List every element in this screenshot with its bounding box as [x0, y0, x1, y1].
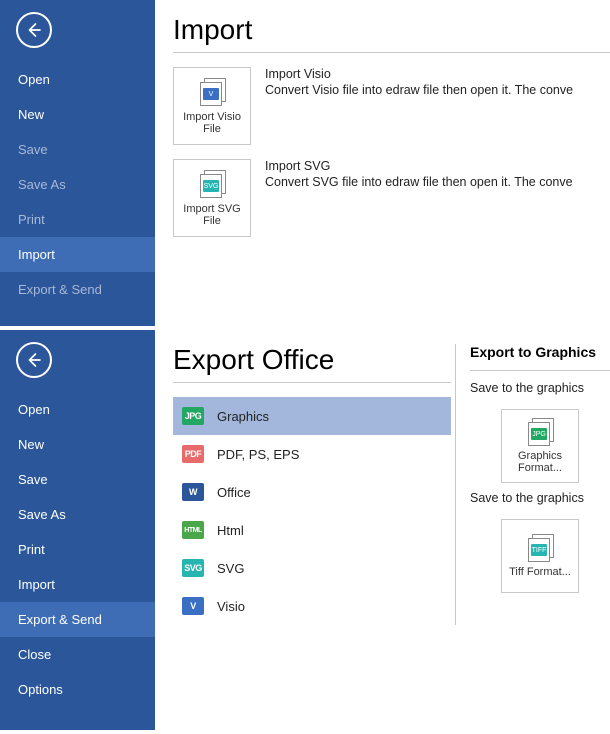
import-svg-desc: Import SVG Convert SVG file into edraw f…	[265, 159, 573, 189]
sidebar-export: Open New Save Save As Print Import Expor…	[0, 330, 155, 730]
pdf-icon: PDF	[181, 443, 205, 465]
svg-icon: SVG	[181, 557, 205, 579]
menu-import[interactable]: Import	[0, 237, 155, 272]
export-item-label: PDF, PS, EPS	[217, 447, 299, 462]
tiff-file-icon: TIFF	[526, 534, 554, 562]
back-arrow-icon	[25, 21, 43, 39]
visio-icon: V	[181, 595, 205, 617]
export-item-label: Html	[217, 523, 244, 538]
svg-file-icon: SVG	[197, 169, 227, 199]
export-item-pdf[interactable]: PDF PDF, PS, EPS	[173, 435, 451, 473]
import-svg-text: Convert SVG file into edraw file then op…	[265, 175, 573, 189]
export-side-desc: Save to the graphics	[470, 381, 610, 395]
import-content: Import V Import Visio File Import Visio …	[155, 0, 610, 326]
import-visio-desc: Import Visio Convert Visio file into edr…	[265, 67, 573, 97]
export-item-visio[interactable]: V Visio	[173, 587, 451, 625]
tiff-format-tile[interactable]: TIFF Tiff Format...	[501, 519, 579, 593]
menu-save-as[interactable]: Save As	[0, 167, 155, 202]
export-item-label: Graphics	[217, 409, 269, 424]
jpg-file-icon: JPG	[526, 418, 554, 446]
menu-new[interactable]: New	[0, 97, 155, 132]
menu-save-as[interactable]: Save As	[0, 497, 155, 532]
menu-open[interactable]: Open	[0, 62, 155, 97]
export-side-desc: Save to the graphics	[470, 491, 610, 505]
export-item-graphics[interactable]: JPG Graphics	[173, 397, 451, 435]
visio-file-icon: V	[197, 77, 227, 107]
export-item-label: Visio	[217, 599, 245, 614]
import-visio-tile[interactable]: V Import Visio File	[173, 67, 251, 145]
menu-print[interactable]: Print	[0, 202, 155, 237]
sidebar-import: Open New Save Save As Print Import Expor…	[0, 0, 155, 326]
tiff-format-label: Tiff Format...	[509, 566, 571, 578]
back-arrow-icon	[25, 351, 43, 369]
export-item-svg[interactable]: SVG SVG	[173, 549, 451, 587]
import-svg-tile-label: Import SVG File	[174, 203, 250, 227]
menu-print[interactable]: Print	[0, 532, 155, 567]
export-item-html[interactable]: HTML Html	[173, 511, 451, 549]
divider	[470, 370, 610, 371]
import-svg-title: Import SVG	[265, 159, 573, 173]
import-svg-tile[interactable]: SVG Import SVG File	[173, 159, 251, 237]
page-title: Export Office	[173, 344, 451, 376]
divider	[173, 52, 610, 53]
menu-export-send[interactable]: Export & Send	[0, 602, 155, 637]
import-visio-title: Import Visio	[265, 67, 573, 81]
jpg-icon: JPG	[181, 405, 205, 427]
import-visio-tile-label: Import Visio File	[174, 111, 250, 135]
menu-import[interactable]: Import	[0, 567, 155, 602]
menu-open[interactable]: Open	[0, 392, 155, 427]
back-button[interactable]	[16, 12, 52, 48]
export-side-panel: Export to Graphics Save to the graphics …	[455, 344, 610, 625]
graphics-format-tile[interactable]: JPG Graphics Format...	[501, 409, 579, 483]
menu-export-send[interactable]: Export & Send	[0, 272, 155, 307]
office-icon: W	[181, 481, 205, 503]
menu-close[interactable]: Close	[0, 637, 155, 672]
export-item-label: SVG	[217, 561, 244, 576]
export-content: Export Office JPG Graphics PDF PDF, PS, …	[155, 330, 610, 730]
import-visio-text: Convert Visio file into edraw file then …	[265, 83, 573, 97]
menu-options[interactable]: Options	[0, 672, 155, 707]
export-side-heading: Export to Graphics	[470, 344, 610, 360]
export-item-label: Office	[217, 485, 251, 500]
menu-save[interactable]: Save	[0, 132, 155, 167]
page-title: Import	[173, 14, 610, 46]
menu-save[interactable]: Save	[0, 462, 155, 497]
back-button[interactable]	[16, 342, 52, 378]
export-item-office[interactable]: W Office	[173, 473, 451, 511]
graphics-format-label: Graphics Format...	[502, 450, 578, 474]
menu-new[interactable]: New	[0, 427, 155, 462]
html-icon: HTML	[181, 519, 205, 541]
divider	[173, 382, 451, 383]
